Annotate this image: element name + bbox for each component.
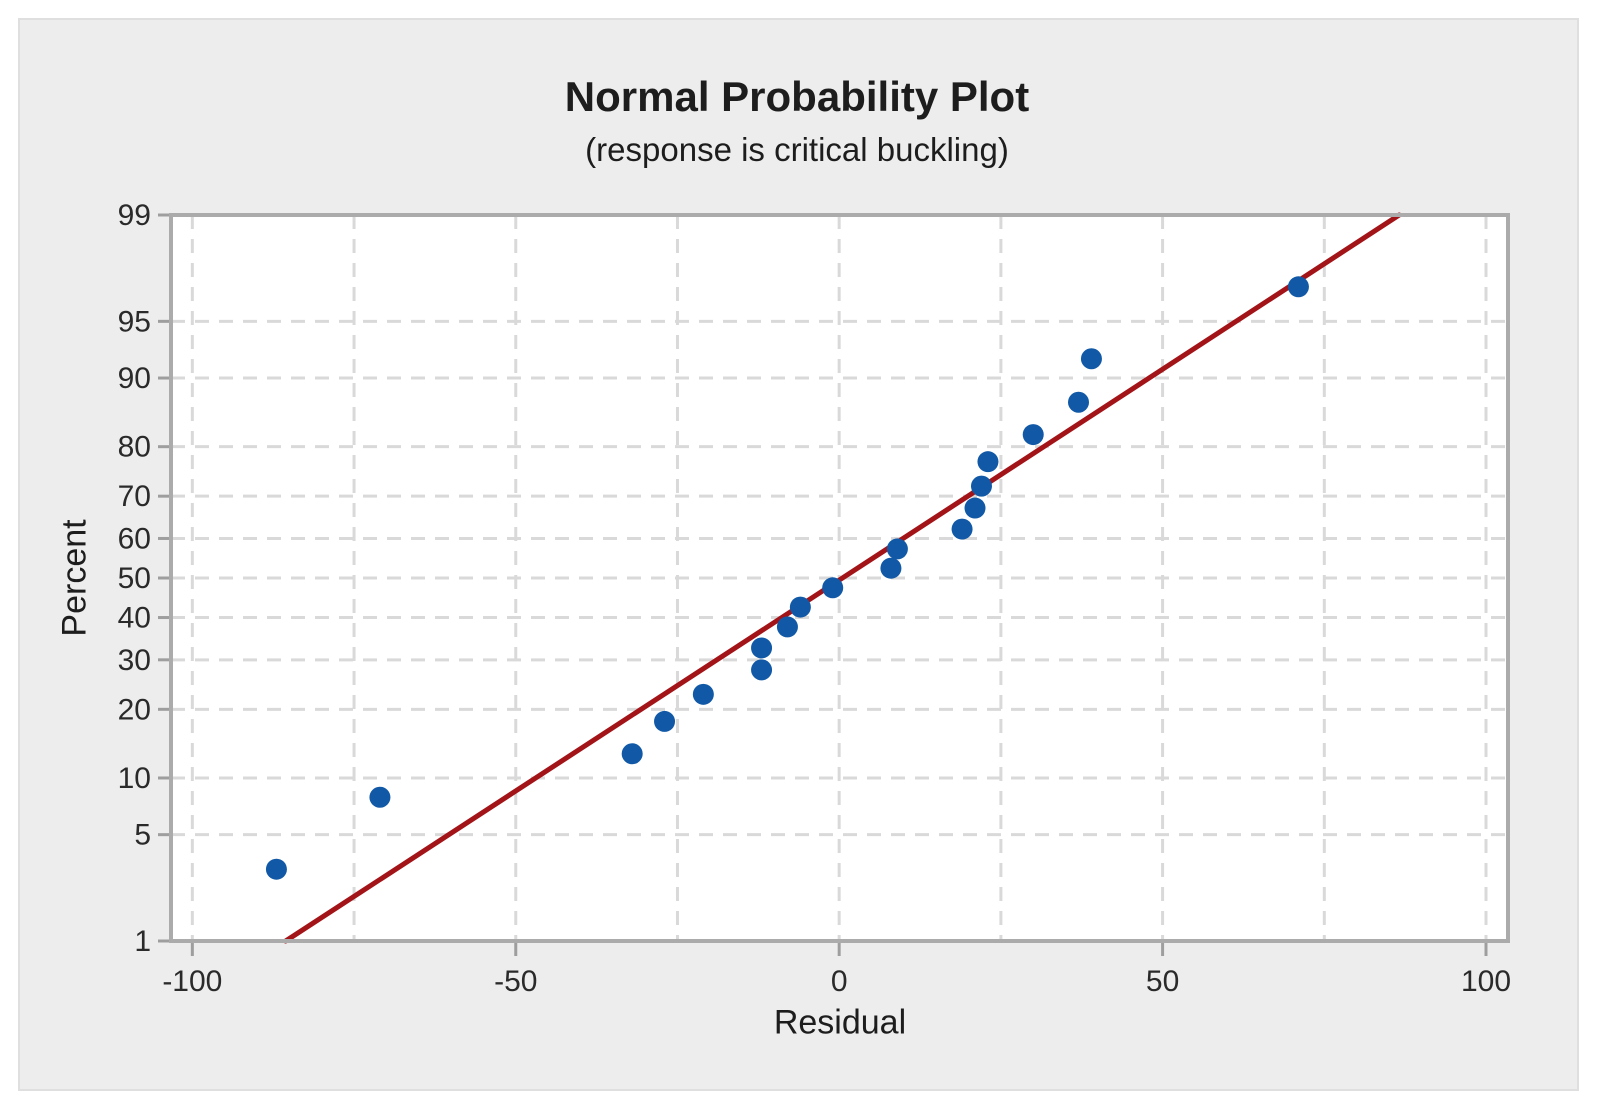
y-tick-label: 99 xyxy=(118,199,151,232)
y-tick-label: 50 xyxy=(118,562,151,595)
y-tick-label: 80 xyxy=(118,431,151,464)
fit-line xyxy=(283,212,1402,944)
data-point xyxy=(977,451,999,473)
data-point xyxy=(621,743,643,765)
x-tick-label: 0 xyxy=(831,965,848,998)
data-point xyxy=(265,858,287,880)
x-tick-label: -100 xyxy=(162,965,222,998)
y-tick-label: 10 xyxy=(118,762,151,795)
y-tick-label: 40 xyxy=(118,602,151,635)
chart-subtitle: (response is critical buckling) xyxy=(585,131,1009,168)
x-axis-title: Residual xyxy=(773,1003,907,1042)
data-point xyxy=(1068,391,1090,413)
data-point xyxy=(1080,348,1102,370)
y-tick-label: 60 xyxy=(118,522,151,555)
data-point xyxy=(951,518,973,540)
y-tick-label: 95 xyxy=(118,305,151,338)
y-tick-label: 70 xyxy=(118,480,151,513)
data-point xyxy=(822,577,844,599)
data-point xyxy=(369,786,391,808)
y-tick-label: 90 xyxy=(118,362,151,395)
data-point xyxy=(751,659,773,681)
y-tick-label: 20 xyxy=(118,693,151,726)
data-point xyxy=(886,538,908,560)
x-tick-label: 100 xyxy=(1461,965,1511,998)
data-point xyxy=(1287,276,1309,298)
y-tick-label: 30 xyxy=(118,644,151,677)
y-tick-label: 5 xyxy=(134,819,151,852)
data-point xyxy=(692,683,714,705)
x-tick-label: 50 xyxy=(1146,965,1179,998)
data-point xyxy=(1022,424,1044,446)
data-point xyxy=(776,616,798,638)
data-point xyxy=(964,497,986,519)
y-tick-label: 1 xyxy=(134,925,151,958)
plot-frame xyxy=(169,213,1510,943)
data-point xyxy=(970,475,992,497)
data-point xyxy=(751,637,773,659)
data-point xyxy=(880,557,902,579)
y-axis-title: Percent xyxy=(55,519,94,637)
x-tick-label: -50 xyxy=(494,965,537,998)
data-point xyxy=(654,710,676,732)
chart-title: Normal Probability Plot xyxy=(564,73,1030,120)
data-point xyxy=(789,596,811,618)
